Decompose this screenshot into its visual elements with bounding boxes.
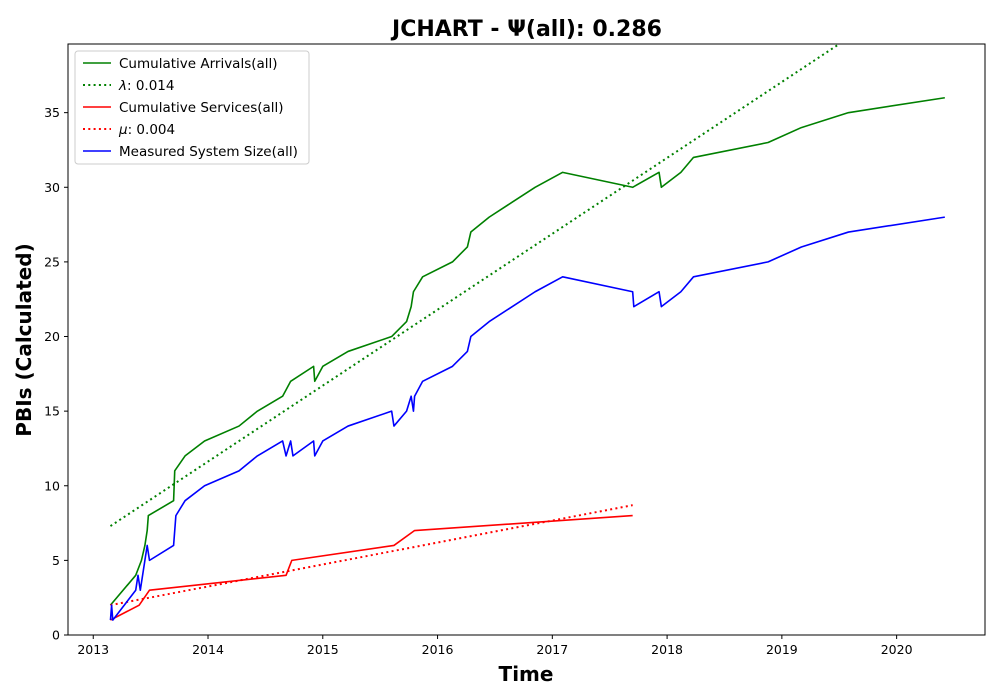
y-tick-label: 20: [44, 329, 60, 344]
y-tick-label: 0: [52, 628, 60, 643]
legend-label-cumulative-services-all: Cumulative Services(all): [119, 100, 284, 116]
x-axis: 2013 2014 2015 2016 2017 2018 2019 2020: [77, 635, 913, 657]
y-tick-label: 15: [44, 404, 60, 419]
x-tick-label: 2019: [766, 642, 798, 657]
y-axis-label: PBIs (Calculated): [12, 243, 36, 436]
series-line-cumulative-services-all: [110, 514, 633, 621]
x-tick-label: 2017: [536, 642, 568, 657]
series-line-cumulative-arrivals-all: [109, 96, 945, 606]
y-tick-label: 25: [44, 254, 60, 269]
y-tick-label: 10: [44, 478, 60, 493]
legend-box: [74, 50, 310, 165]
legend-label-series-3: μ: 0.004: [118, 122, 175, 138]
legend-label-measured-system-size-all: Measured System Size(all): [119, 144, 298, 160]
series-line-series-3: [110, 504, 633, 607]
y-tick-label: 30: [44, 180, 60, 195]
x-axis-label: Time: [499, 662, 554, 686]
x-tick-label: 2016: [422, 642, 454, 657]
x-tick-label: 2018: [651, 642, 683, 657]
series-line-measured-system-size-all: [109, 216, 945, 621]
y-tick-label: 5: [52, 553, 60, 568]
y-tick-label: 35: [44, 105, 60, 120]
x-tick-label: 2020: [881, 642, 913, 657]
y-axis: 0 5 10 15 20 25 30 35: [44, 105, 68, 643]
legend-label-series-1: λ: 0.014: [118, 78, 175, 94]
plot-frame: [67, 43, 986, 636]
x-tick-label: 2013: [77, 642, 109, 657]
series-layer: [109, 44, 945, 621]
chart-title: JCHART - Ψ(all): 0.286: [390, 17, 662, 42]
x-tick-label: 2014: [192, 642, 224, 657]
legend: Cumulative Arrivals(all) λ: 0.014 Cumulati…: [74, 50, 310, 165]
x-tick-label: 2015: [307, 642, 339, 657]
legend-label-cumulative-arrivals-all: Cumulative Arrivals(all): [119, 56, 278, 72]
